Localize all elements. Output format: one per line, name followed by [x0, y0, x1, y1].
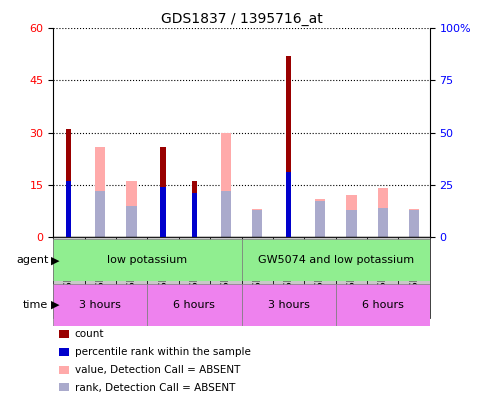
Bar — [367, 237, 398, 318]
Text: GSM53246: GSM53246 — [409, 241, 419, 294]
Bar — [127, 206, 137, 237]
Bar — [59, 383, 69, 391]
Text: GSM53244: GSM53244 — [378, 241, 388, 294]
Bar — [160, 147, 166, 237]
Text: GDS1837 / 1395716_at: GDS1837 / 1395716_at — [161, 12, 322, 26]
Bar — [242, 237, 273, 318]
Bar — [53, 284, 147, 326]
Bar — [59, 347, 69, 356]
Bar — [242, 284, 336, 326]
Text: rank, Detection Call = ABSENT: rank, Detection Call = ABSENT — [75, 383, 235, 392]
Bar — [179, 237, 210, 318]
Text: ▶: ▶ — [51, 300, 59, 310]
Bar — [221, 132, 231, 237]
Bar — [147, 284, 242, 326]
Bar — [315, 201, 325, 237]
Bar — [336, 284, 430, 326]
Text: GSM53247: GSM53247 — [95, 241, 105, 294]
Text: agent: agent — [16, 255, 48, 265]
Bar — [286, 56, 291, 237]
Text: GSM53240: GSM53240 — [252, 241, 262, 294]
Text: GW5074 and low potassium: GW5074 and low potassium — [257, 255, 414, 265]
Text: GSM53245: GSM53245 — [64, 241, 74, 294]
Bar — [304, 237, 336, 318]
Bar — [409, 209, 419, 237]
Bar — [192, 181, 197, 237]
Bar — [59, 365, 69, 373]
Bar — [273, 237, 304, 318]
Bar — [116, 237, 147, 318]
Bar — [252, 210, 262, 237]
Bar — [192, 193, 197, 237]
Bar — [53, 237, 85, 318]
Text: count: count — [75, 329, 104, 339]
Bar — [85, 237, 116, 318]
Bar — [160, 187, 166, 237]
Bar — [95, 147, 105, 237]
Bar — [59, 330, 69, 338]
Bar — [252, 209, 262, 237]
Bar — [242, 239, 430, 281]
Text: GSM53242: GSM53242 — [284, 241, 294, 294]
Text: GSM53251: GSM53251 — [315, 241, 325, 294]
Bar — [398, 237, 430, 318]
Text: value, Detection Call = ABSENT: value, Detection Call = ABSENT — [75, 365, 240, 375]
Bar — [210, 237, 242, 318]
Bar — [221, 191, 231, 237]
Text: percentile rank within the sample: percentile rank within the sample — [75, 347, 251, 357]
Bar — [66, 181, 71, 237]
Bar — [315, 199, 325, 237]
Bar — [66, 129, 71, 237]
Text: time: time — [23, 300, 48, 310]
Bar — [378, 188, 388, 237]
Bar — [378, 208, 388, 237]
Bar — [95, 191, 105, 237]
Text: 3 hours: 3 hours — [79, 300, 121, 310]
Text: GSM53250: GSM53250 — [221, 241, 231, 294]
Bar — [336, 237, 367, 318]
Bar — [53, 239, 242, 281]
Text: GSM53241: GSM53241 — [158, 241, 168, 294]
Bar — [346, 210, 356, 237]
Bar — [409, 210, 419, 237]
Text: low potassium: low potassium — [107, 255, 187, 265]
Text: 6 hours: 6 hours — [173, 300, 215, 310]
Text: ▶: ▶ — [51, 255, 59, 265]
Bar — [147, 237, 179, 318]
Text: 3 hours: 3 hours — [268, 300, 310, 310]
Text: GSM53249: GSM53249 — [127, 241, 137, 294]
Text: GSM53248: GSM53248 — [189, 241, 199, 294]
Text: GSM53243: GSM53243 — [346, 241, 356, 294]
Bar — [286, 172, 291, 237]
Bar — [346, 195, 356, 237]
Bar — [127, 181, 137, 237]
Text: 6 hours: 6 hours — [362, 300, 404, 310]
